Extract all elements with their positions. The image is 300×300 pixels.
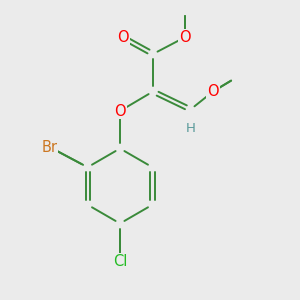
- Text: Br: Br: [42, 140, 57, 154]
- Text: H: H: [186, 122, 195, 136]
- Text: O: O: [179, 31, 190, 44]
- Text: O: O: [208, 85, 218, 98]
- Text: O: O: [117, 30, 129, 45]
- Text: Br: Br: [41, 140, 58, 154]
- Text: H: H: [186, 122, 195, 136]
- Text: O: O: [179, 30, 190, 45]
- Text: O: O: [118, 31, 128, 44]
- Text: O: O: [207, 84, 219, 99]
- Text: O: O: [114, 103, 126, 118]
- Text: O: O: [115, 104, 125, 118]
- Text: Cl: Cl: [113, 254, 127, 268]
- Text: Cl: Cl: [113, 254, 127, 268]
